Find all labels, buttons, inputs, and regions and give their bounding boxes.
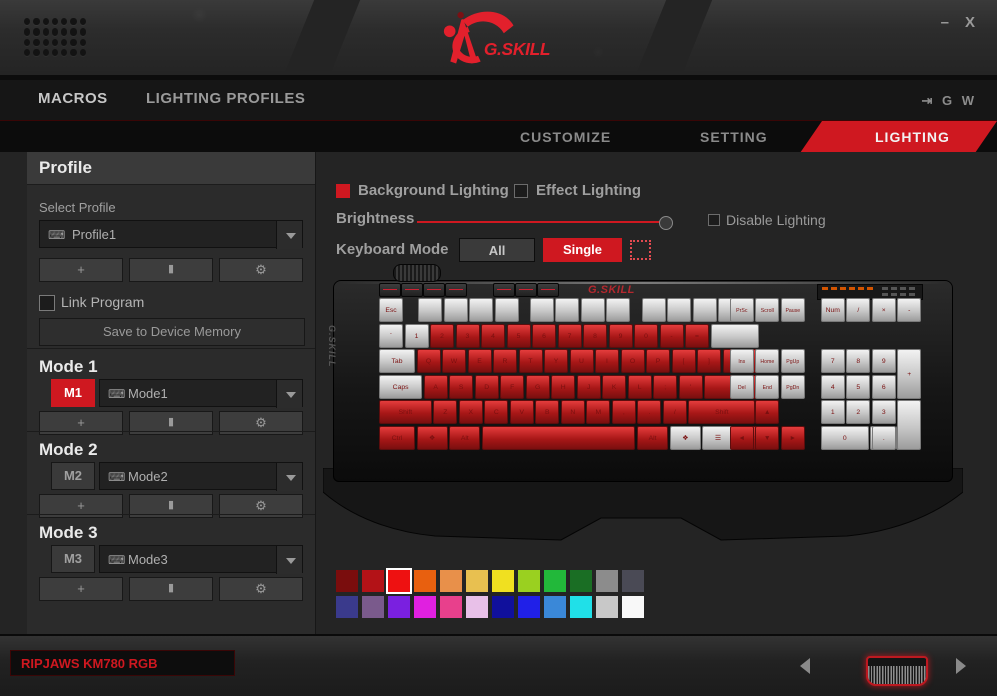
svg-text:G.SKILL: G.SKILL bbox=[484, 39, 550, 59]
